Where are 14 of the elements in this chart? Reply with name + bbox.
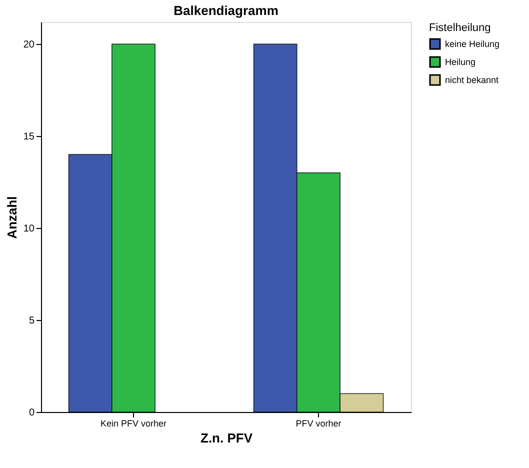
chart-title: Balkendiagramm (174, 3, 278, 18)
legend-label: nicht bekannt (445, 75, 500, 85)
y-tick-label: 5 (28, 316, 35, 327)
x-axis-title: Z.n. PFV (200, 430, 253, 446)
y-tick-label: 0 (28, 408, 35, 418)
x-tick-label: Kein PFV vorher (100, 418, 167, 428)
x-tick-label: PFV vorher (296, 418, 342, 428)
legend-title: Fistelheilung (429, 22, 491, 34)
legend-label: Heilung (445, 57, 476, 67)
legend-label: keine Heilung (445, 39, 500, 49)
y-tick-label: 10 (23, 224, 35, 235)
y-axis-title: Anzahl (4, 196, 20, 239)
y-tick-label: 20 (23, 40, 35, 51)
y-tick-label: 15 (23, 132, 35, 143)
